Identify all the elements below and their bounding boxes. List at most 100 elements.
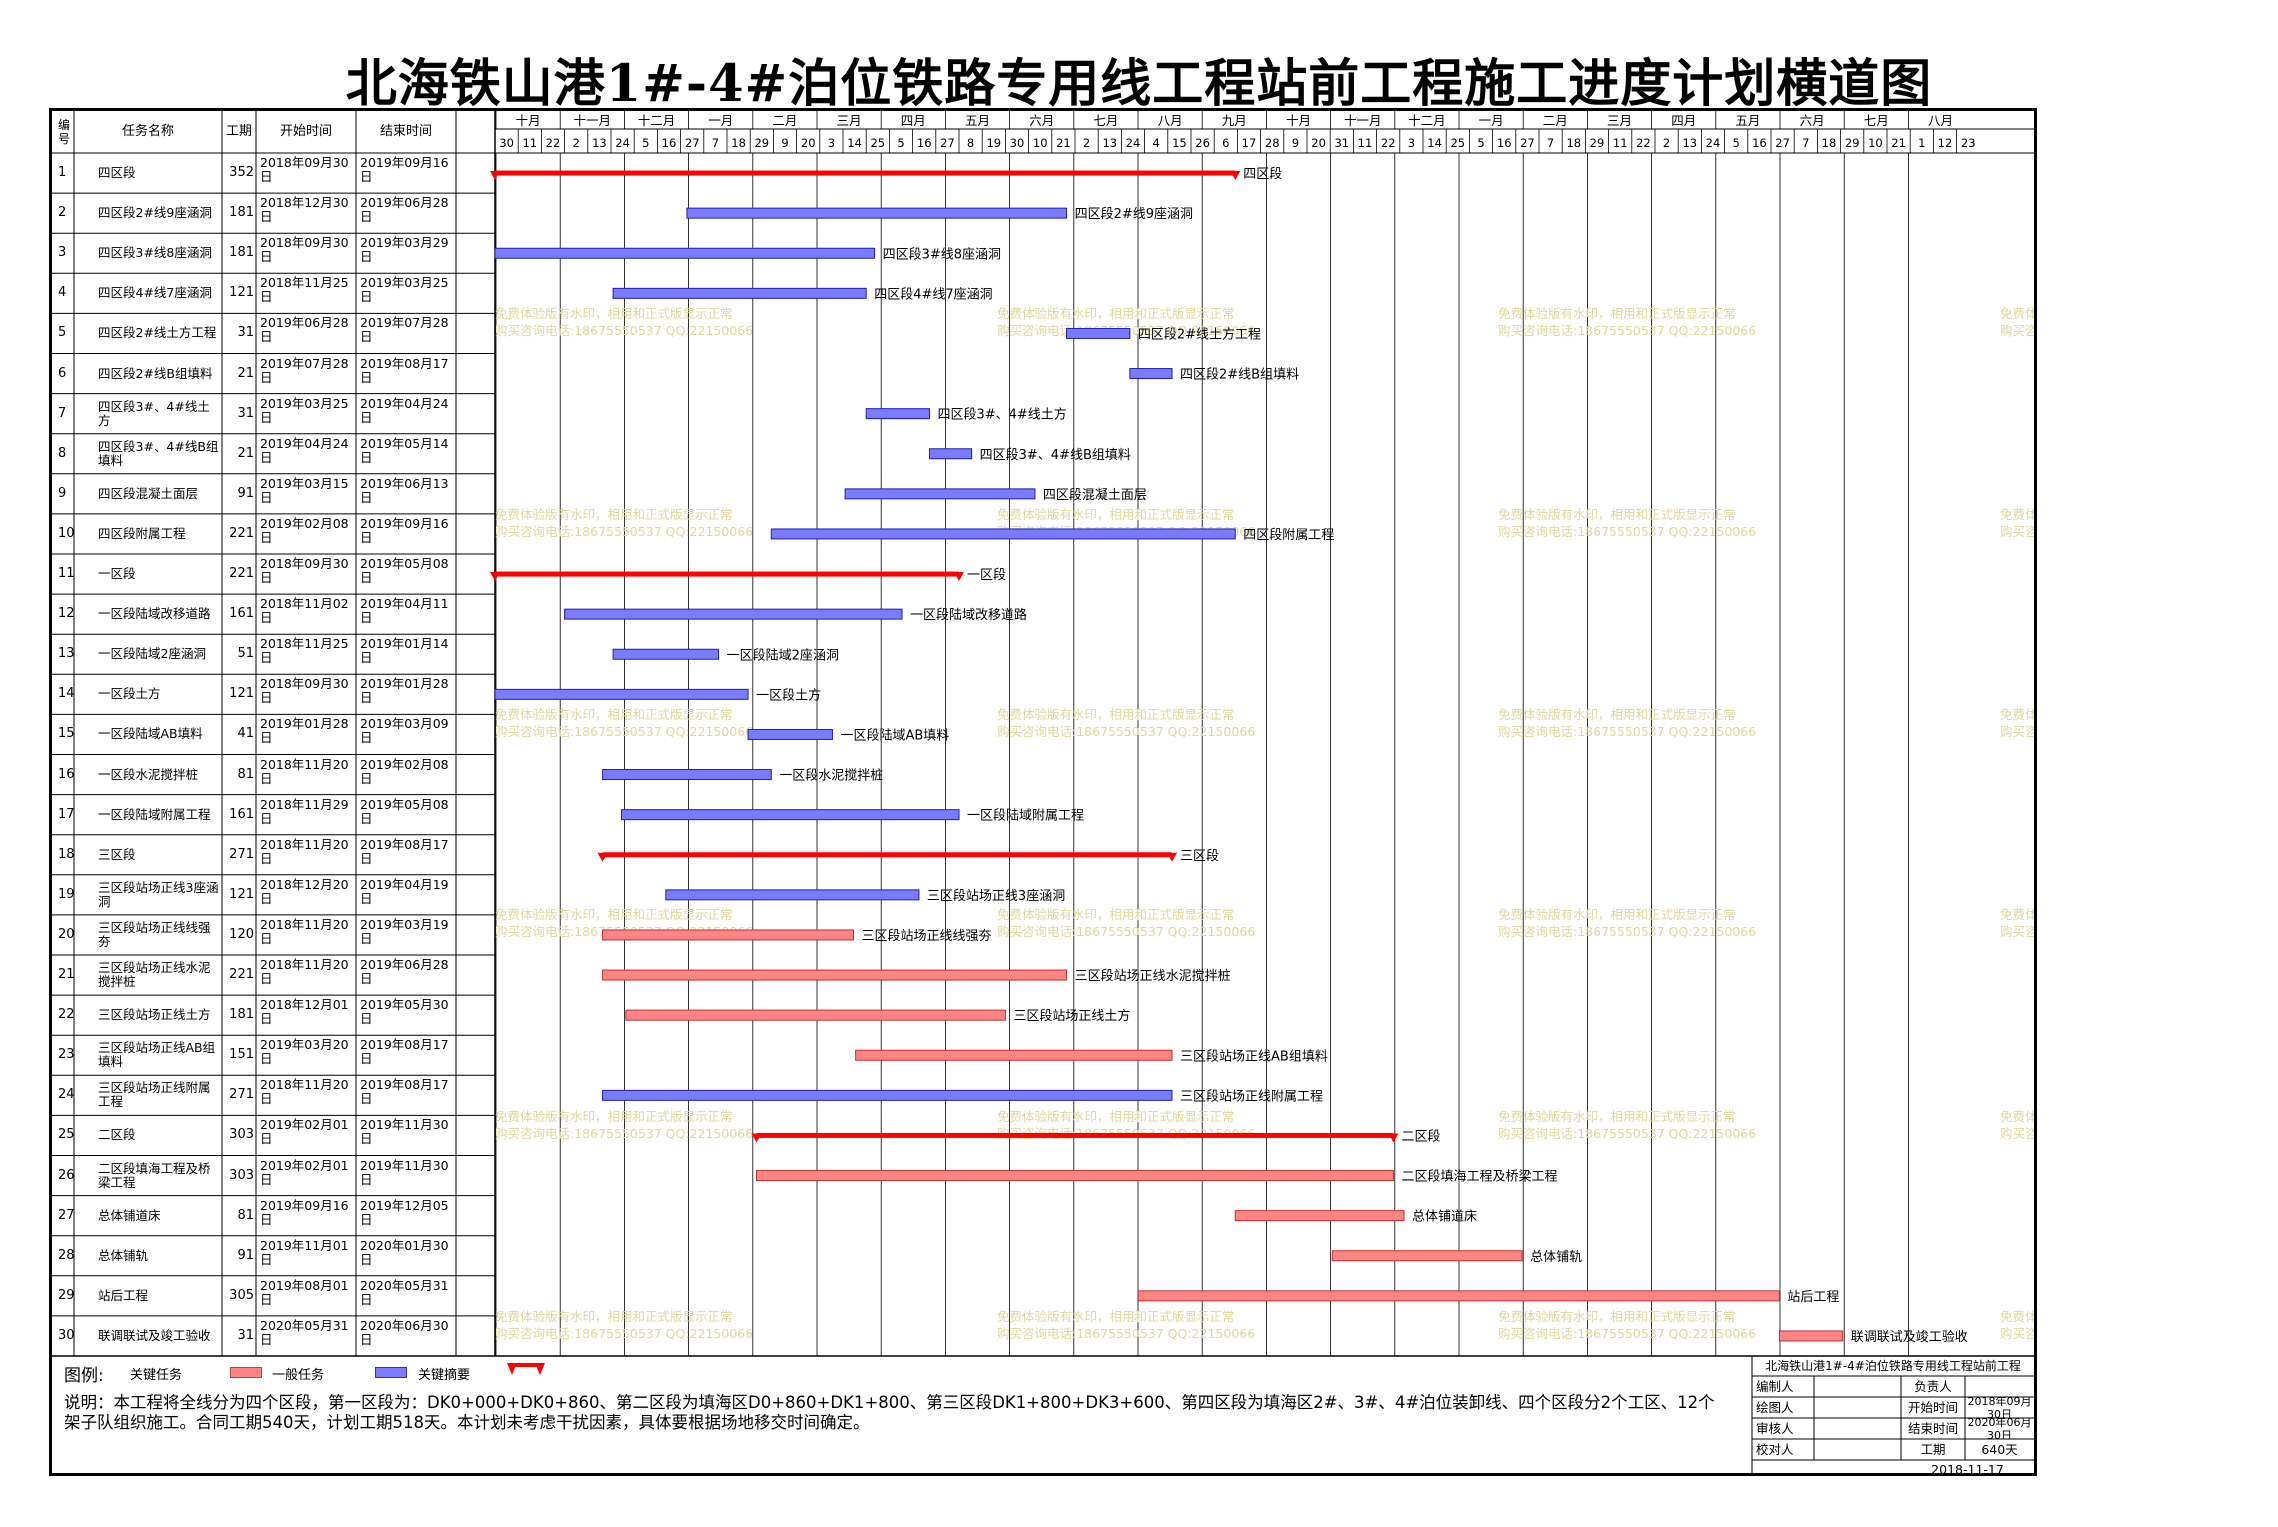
task-end: 2019年02月08日 (360, 756, 449, 786)
bar-label: 四区段3#、4#线土方 (937, 407, 1066, 423)
task-name: 四区段附属工程 (98, 525, 186, 541)
task-name: 四区段3#、4#线B组填料 (98, 438, 219, 468)
task-id: 26 (58, 1167, 74, 1183)
critical-task-bar (770, 528, 1236, 540)
day-label: 22 (1636, 136, 1651, 150)
watermark-line1: 免费体验版有水印，相用和正式版显示正常 (495, 707, 733, 722)
task-end: 2019年01月14日 (360, 636, 449, 666)
day-label: 10 (1868, 136, 1883, 150)
watermark-line2: 购买咨询电话:18675550537 QQ:22150066 (2000, 924, 2034, 939)
task-end: 2019年03月19日 (360, 916, 449, 946)
task-end: 2020年06月30日 (360, 1317, 449, 1347)
bar-label: 联调联试及竣工验收 (1851, 1329, 1968, 1345)
task-id: 4 (58, 285, 67, 301)
task-id: 22 (58, 1007, 74, 1023)
task-id: 7 (58, 405, 67, 421)
watermark-line1: 免费体验版有水印，相用和正式版显示正常 (997, 1109, 1235, 1124)
bar-label: 三区段站场正线土方 (1013, 1008, 1130, 1024)
bar-label: 一区段陆域2座涵洞 (727, 647, 839, 663)
watermark-line2: 购买咨询电话:18675550537 QQ:22150066 (997, 724, 1255, 739)
titleblock-end-value: 2020年06月30日 (1967, 1418, 2032, 1439)
month-label: 七月 (1864, 113, 1889, 128)
legend-critical-label: 关键任务 (130, 1368, 183, 1383)
critical-task-bar (865, 408, 930, 420)
task-end: 2019年05月08日 (360, 796, 449, 826)
titleblock-reviewer: 审核人 (1756, 1421, 1794, 1436)
header-end: 结束时间 (379, 124, 432, 139)
bar-label: 一区段土方 (756, 687, 821, 703)
task-start: 2018年11月20日 (260, 756, 349, 786)
watermark-line2: 购买咨询电话:18675550537 QQ:22150066 (495, 323, 753, 338)
task-duration: 181 (229, 205, 254, 221)
task-duration: 121 (229, 886, 254, 902)
bar-label: 二区段填海工程及桥梁工程 (1401, 1170, 1557, 1185)
task-start: 2019年03月15日 (260, 475, 349, 505)
day-label: 30 (499, 136, 514, 150)
task-duration: 181 (229, 1007, 254, 1023)
task-duration: 21 (237, 365, 254, 381)
task-end: 2020年05月31日 (360, 1277, 449, 1307)
watermark-line1: 免费体验版有水印，相用和正式版显示正常 (1498, 507, 1736, 522)
titleblock-project: 北海铁山港1#-4#泊位铁路专用线工程站前工程 (1765, 1358, 2021, 1373)
normal-task-bar (602, 969, 1068, 981)
month-label: 六月 (1800, 113, 1825, 128)
task-id: 13 (58, 646, 74, 662)
month-label: 十二月 (1408, 113, 1446, 128)
watermark-line1: 免费体验版有水印，相用和正式版显示正常 (997, 306, 1235, 321)
summary-start-marker (751, 1133, 762, 1143)
month-label: 九月 (1222, 113, 1247, 128)
task-start: 2019年03月20日 (260, 1037, 349, 1067)
month-label: 三月 (1607, 113, 1632, 128)
watermark-line2: 购买咨询电话:18675550537 QQ:22150066 (495, 1126, 753, 1141)
summary-bar (756, 1132, 1394, 1138)
task-name: 一区段陆域2座涵洞 (98, 646, 206, 662)
header-name: 任务名称 (121, 124, 174, 139)
task-start: 2018年09月30日 (260, 235, 349, 265)
watermark-line1: 免费体验版有水印，相用和正式版显示正常 (495, 507, 733, 522)
task-end: 2019年05月30日 (360, 997, 449, 1027)
task-name: 三区段站场正线3座涵洞 (98, 879, 219, 909)
day-label: 20 (801, 136, 816, 150)
day-label: 16 (917, 136, 932, 150)
watermark-line2: 购买咨询电话:18675550537 QQ:22150066 (2000, 323, 2034, 338)
day-label: 28 (1265, 136, 1280, 150)
critical-task-bar (602, 769, 772, 781)
month-label: 十二月 (638, 113, 676, 128)
summary-bar (602, 852, 1173, 858)
task-id: 6 (58, 365, 67, 381)
day-label: 22 (1381, 136, 1396, 150)
day-label: 20 (1311, 136, 1326, 150)
task-start: 2019年09月16日 (260, 1197, 349, 1227)
day-label: 24 (1706, 136, 1721, 150)
bar-label: 二区段 (1401, 1129, 1440, 1144)
day-label: 2 (1663, 136, 1670, 150)
task-duration: 221 (229, 525, 254, 541)
task-name: 一区段陆域附属工程 (98, 806, 211, 822)
day-label: 15 (1172, 136, 1187, 150)
normal-task-bar (1778, 1330, 1844, 1342)
critical-task-bar (621, 809, 960, 821)
task-name: 三区段站场正线水泥搅拌桩 (98, 960, 211, 990)
critical-task-bar (612, 648, 720, 660)
titleblock-start-value: 2018年09月30日 (1967, 1397, 2032, 1418)
watermark-line2: 购买咨询电话:18675550537 QQ:22150066 (2000, 1126, 2034, 1141)
task-duration: 305 (229, 1287, 254, 1303)
month-label: 八月 (1158, 113, 1183, 128)
task-id: 17 (58, 806, 74, 822)
legend-summary-bar (507, 1363, 545, 1375)
day-label: 1 (1918, 136, 1925, 150)
day-label: 9 (781, 136, 788, 150)
day-label: 16 (1497, 136, 1512, 150)
task-duration: 41 (237, 726, 254, 742)
task-name: 二区段填海工程及桥梁工程 (98, 1160, 211, 1190)
task-start: 2018年09月30日 (260, 676, 349, 706)
critical-task-bar (1066, 327, 1131, 339)
watermark-line1: 免费体验版有水印，相用和正式版显示正常 (997, 907, 1235, 922)
task-end: 2019年04月19日 (360, 876, 449, 906)
task-duration: 271 (229, 1087, 254, 1103)
task-name: 总体铺轨 (98, 1247, 149, 1263)
task-end: 2019年08月17日 (360, 1037, 449, 1067)
month-label: 十一月 (1344, 113, 1382, 128)
bar-label: 三区段站场正线线强夯 (862, 929, 992, 944)
day-label: 16 (1752, 136, 1767, 150)
